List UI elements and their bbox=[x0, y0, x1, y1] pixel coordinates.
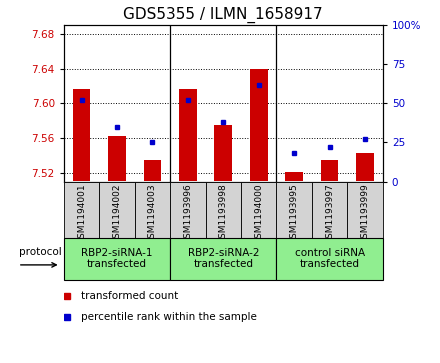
Text: protocol: protocol bbox=[19, 247, 62, 257]
Bar bbox=[99, 182, 135, 238]
Bar bbox=[356, 153, 374, 182]
Text: RBP2-siRNA-2
transfected: RBP2-siRNA-2 transfected bbox=[187, 248, 259, 269]
Bar bbox=[214, 125, 232, 182]
Bar bbox=[64, 238, 170, 280]
Bar bbox=[276, 238, 383, 280]
Bar bbox=[205, 182, 241, 238]
Bar bbox=[108, 136, 126, 182]
Bar bbox=[135, 182, 170, 238]
Bar bbox=[250, 69, 268, 182]
Text: transformed count: transformed count bbox=[81, 291, 179, 301]
Bar bbox=[241, 182, 276, 238]
Bar bbox=[179, 89, 197, 182]
Text: GSM1193999: GSM1193999 bbox=[360, 183, 370, 244]
Bar bbox=[276, 182, 312, 238]
Text: RBP2-siRNA-1
transfected: RBP2-siRNA-1 transfected bbox=[81, 248, 153, 269]
Text: GSM1194003: GSM1194003 bbox=[148, 183, 157, 244]
Text: percentile rank within the sample: percentile rank within the sample bbox=[81, 312, 257, 322]
Bar bbox=[347, 182, 383, 238]
Bar bbox=[312, 182, 347, 238]
Text: GSM1193998: GSM1193998 bbox=[219, 183, 228, 244]
Text: GSM1194002: GSM1194002 bbox=[113, 183, 121, 244]
Title: GDS5355 / ILMN_1658917: GDS5355 / ILMN_1658917 bbox=[124, 7, 323, 23]
Text: GSM1194001: GSM1194001 bbox=[77, 183, 86, 244]
Bar bbox=[64, 182, 99, 238]
Bar bbox=[321, 160, 338, 182]
Bar bbox=[73, 89, 90, 182]
Text: control siRNA
transfected: control siRNA transfected bbox=[294, 248, 365, 269]
Bar bbox=[285, 172, 303, 182]
Text: GSM1193996: GSM1193996 bbox=[183, 183, 192, 244]
Text: GSM1193995: GSM1193995 bbox=[290, 183, 299, 244]
Bar bbox=[170, 238, 276, 280]
Bar bbox=[143, 160, 161, 182]
Text: GSM1194000: GSM1194000 bbox=[254, 183, 263, 244]
Text: GSM1193997: GSM1193997 bbox=[325, 183, 334, 244]
Bar bbox=[170, 182, 205, 238]
